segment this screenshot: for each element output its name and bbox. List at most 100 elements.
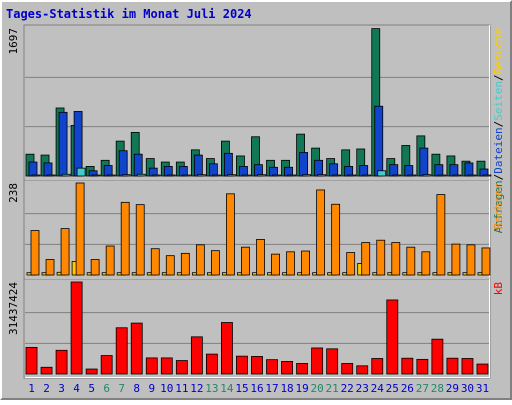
x-tick-label: 2 <box>43 382 50 395</box>
bar-dateien-day-8 <box>133 153 143 177</box>
bar-dateien-day-14 <box>224 152 233 177</box>
bar-rechner-day-18 <box>286 251 295 276</box>
bar-rechner-day-17 <box>271 253 280 276</box>
bar-kb-day-10 <box>160 357 173 375</box>
x-tick-label: 6 <box>103 382 110 395</box>
x-tick-label: 21 <box>326 382 339 395</box>
bar-rechner-day-30 <box>466 244 476 276</box>
bar-kb-day-4 <box>70 281 83 375</box>
bar-kb-day-8 <box>130 322 143 375</box>
legend-label-kb: kB <box>492 282 505 296</box>
bar-seiten-day-11 <box>181 174 191 177</box>
bar-rechner-day-21 <box>331 203 341 276</box>
bar-kb-day-25 <box>386 299 399 375</box>
bar-rechner-day-22 <box>346 252 356 276</box>
bar-rechner-day-26 <box>406 246 416 276</box>
bar-seiten-day-10 <box>166 174 176 177</box>
bar-dateien-day-2 <box>43 162 53 177</box>
bar-seiten-day-1 <box>31 174 41 177</box>
bar-rechner-day-15 <box>241 246 250 276</box>
series-legend-label: Rechner <box>492 183 505 230</box>
bar-seiten-day-20 <box>317 174 327 177</box>
legend-label-dateien: Dateien <box>492 127 505 173</box>
y-max-label: 31437424 <box>7 282 20 335</box>
bar-kb-day-27 <box>416 358 429 375</box>
bar-seiten-day-9 <box>151 174 161 177</box>
bar-dateien-day-23 <box>359 165 369 177</box>
panel-2: 238 Rechner <box>7 179 505 280</box>
bar-seiten-day-14 <box>227 174 236 177</box>
bar-kb-day-2 <box>40 366 53 375</box>
bar-seiten-day-18 <box>287 174 296 177</box>
x-tick-label: 24 <box>371 382 385 395</box>
bar-kb-day-7 <box>115 327 128 375</box>
x-tick-label: 28 <box>431 382 444 395</box>
x-tick-label: 26 <box>401 382 414 395</box>
bar-seiten-day-21 <box>332 174 342 177</box>
bar-kb-day-18 <box>281 361 293 375</box>
bar-kb-day-29 <box>446 357 459 375</box>
bar-dateien-day-4 <box>73 111 83 177</box>
bar-dateien-day-29 <box>449 164 459 177</box>
bar-seiten-day-2 <box>46 174 56 177</box>
bar-dateien-day-28 <box>434 164 444 177</box>
bar-seiten-day-29 <box>452 174 462 177</box>
y-max-label: 1697 <box>7 28 20 55</box>
bar-dateien-day-1 <box>28 161 38 177</box>
legend-label-rechner: Rechner <box>492 183 505 230</box>
bar-seiten-day-28 <box>437 174 447 177</box>
bar-kb-day-16 <box>251 356 263 375</box>
bar-kb-day-15 <box>236 355 248 375</box>
legend-label-: / <box>492 74 505 81</box>
x-tick-label: 12 <box>190 382 203 395</box>
bar-kb-day-21 <box>326 348 339 375</box>
bar-dateien-day-15 <box>239 166 248 177</box>
bar-kb-day-20 <box>311 347 324 375</box>
bar-kb-day-24 <box>371 358 384 375</box>
bar-dateien-day-24 <box>374 105 384 177</box>
bar-rechner-day-1 <box>30 230 40 276</box>
bar-dateien-day-22 <box>344 166 354 177</box>
x-tick-label: 27 <box>416 382 429 395</box>
bar-seiten-day-12 <box>196 174 206 177</box>
bar-kb-day-28 <box>431 338 444 375</box>
bar-rechner-day-19 <box>301 250 310 276</box>
bar-rechner-day-10 <box>165 255 175 276</box>
bar-kb-day-31 <box>476 363 489 375</box>
y-max-label: 238 <box>7 183 20 203</box>
bar-rechner-day-5 <box>90 259 100 276</box>
x-tick-label: 10 <box>160 382 173 395</box>
bar-seiten-day-31 <box>482 174 492 177</box>
x-tick-label: 30 <box>461 382 474 395</box>
x-tick-label: 11 <box>175 382 188 395</box>
bar-seiten-day-3 <box>61 173 71 177</box>
bar-kb-day-26 <box>401 357 414 375</box>
bar-kb-day-19 <box>296 363 309 375</box>
x-tick-label: 1 <box>28 382 35 395</box>
x-tick-label: 31 <box>476 382 489 395</box>
legend-label-anfragen: Anfragen <box>492 180 505 233</box>
x-tick-label: 9 <box>148 382 155 395</box>
bar-rechner-day-14 <box>226 193 235 276</box>
x-tick-label: 17 <box>265 382 278 395</box>
legend-label-seiten: Seiten <box>492 81 505 121</box>
series-legend-label: Anfragen/Dateien/Seiten/Besuche <box>492 28 505 233</box>
legend-label-: / <box>492 121 505 128</box>
legend-label-besuche: Besuche <box>492 28 505 74</box>
legend-label-: / <box>492 174 505 181</box>
bar-rechner-day-24 <box>376 239 386 276</box>
series-legend-label: kB <box>492 282 505 296</box>
bar-kb-day-13 <box>205 353 218 375</box>
bar-kb-day-22 <box>341 363 354 375</box>
bar-dateien-day-21 <box>329 163 339 177</box>
bar-rechner-day-20 <box>316 189 326 276</box>
bar-seiten-day-19 <box>302 174 311 177</box>
bar-dateien-day-30 <box>464 162 474 177</box>
bar-seiten-day-6 <box>106 174 116 177</box>
bar-dateien-day-13 <box>208 163 218 177</box>
x-tick-label: 25 <box>386 382 399 395</box>
x-tick-label: 19 <box>295 382 308 395</box>
bar-dateien-day-25 <box>389 164 399 177</box>
